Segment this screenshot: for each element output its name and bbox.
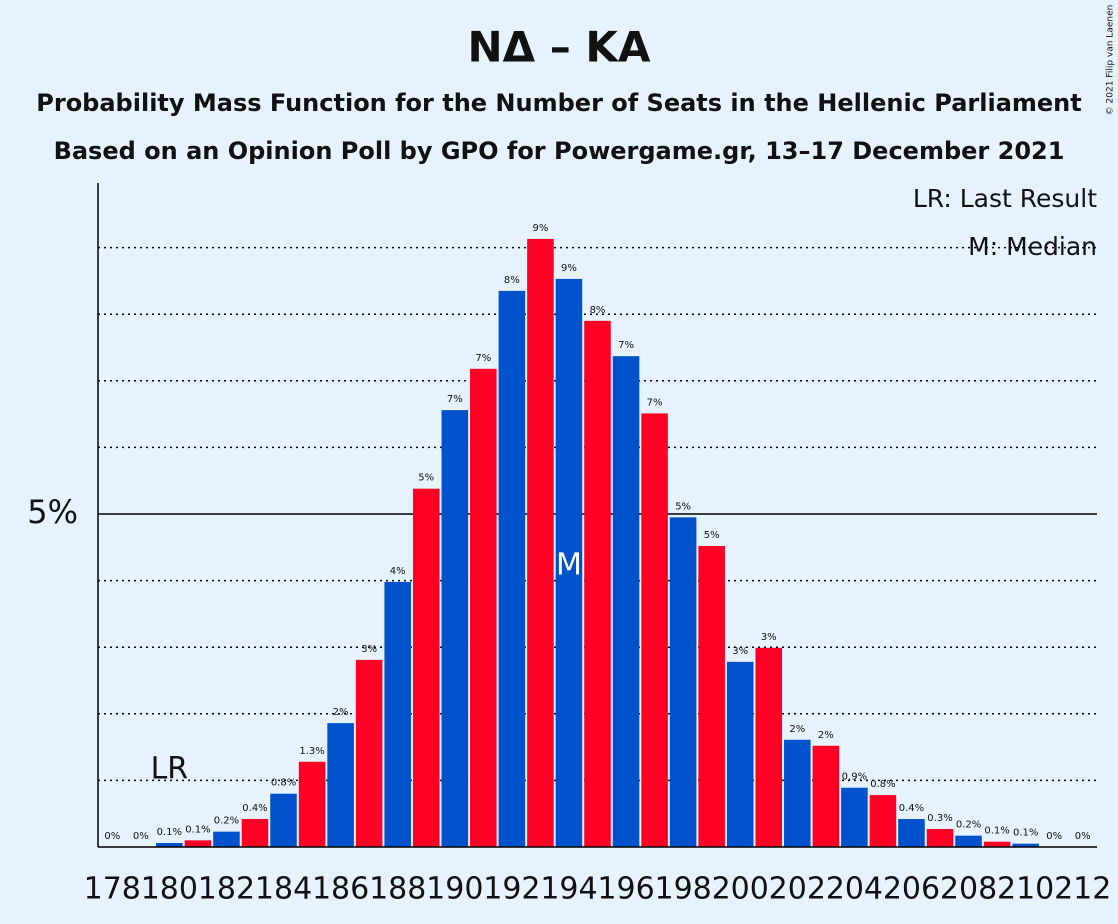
bar bbox=[641, 413, 668, 847]
value-label: 9% bbox=[561, 263, 577, 274]
legend-entry: LR: Last Result bbox=[913, 184, 1097, 213]
value-label: 2% bbox=[789, 724, 805, 735]
value-label: 0.1% bbox=[1013, 828, 1038, 839]
value-label: 3% bbox=[361, 644, 377, 655]
chart-title: NΔ – KA bbox=[468, 23, 651, 72]
value-label: 4% bbox=[390, 566, 406, 577]
median-label: M bbox=[556, 548, 582, 583]
value-label: 5% bbox=[418, 473, 434, 484]
x-tick-label: 202 bbox=[769, 872, 826, 907]
x-tick-label: 198 bbox=[654, 872, 711, 907]
x-tick-label: 194 bbox=[540, 872, 597, 907]
value-label: 2% bbox=[818, 730, 834, 741]
chart-subtitle: Based on an Opinion Poll by GPO for Powe… bbox=[54, 137, 1065, 165]
bar bbox=[1012, 843, 1039, 847]
bar bbox=[355, 659, 383, 847]
x-tick-label: 178 bbox=[84, 872, 141, 907]
value-label: 3% bbox=[732, 646, 748, 657]
value-label: 1.3% bbox=[299, 746, 324, 757]
bar bbox=[926, 829, 954, 847]
bar bbox=[441, 410, 469, 847]
last-result-label: LR bbox=[151, 752, 189, 787]
bar bbox=[412, 488, 440, 847]
bar bbox=[384, 581, 411, 847]
x-tick-label: 196 bbox=[597, 872, 654, 907]
x-tick-label: 200 bbox=[712, 872, 769, 907]
bar bbox=[213, 831, 240, 847]
value-label: 5% bbox=[675, 501, 691, 512]
value-label: 0.1% bbox=[157, 827, 182, 838]
bar bbox=[555, 278, 583, 848]
value-label: 8% bbox=[504, 275, 520, 286]
value-label: 0.2% bbox=[214, 816, 239, 827]
bar bbox=[241, 819, 269, 847]
bar bbox=[327, 723, 354, 847]
value-label: 7% bbox=[475, 353, 491, 364]
value-label: 0% bbox=[104, 831, 120, 842]
x-tick-label: 208 bbox=[940, 872, 997, 907]
value-label: 3% bbox=[761, 632, 777, 643]
bar bbox=[812, 745, 840, 847]
bar bbox=[184, 840, 212, 847]
bar bbox=[612, 356, 640, 847]
x-tick-label: 192 bbox=[483, 872, 540, 907]
bar bbox=[527, 238, 554, 847]
x-tick-label: 182 bbox=[198, 872, 255, 907]
x-tick-label: 186 bbox=[312, 872, 369, 907]
chart-subtitle: Probability Mass Function for the Number… bbox=[36, 89, 1081, 117]
bar bbox=[983, 841, 1011, 847]
bar bbox=[955, 835, 982, 847]
bar bbox=[498, 290, 526, 847]
value-label: 5% bbox=[704, 530, 720, 541]
value-label: 2% bbox=[333, 707, 349, 718]
value-label: 0.8% bbox=[271, 778, 296, 789]
bar bbox=[841, 787, 868, 847]
copyright: © 2021 Filip van Laenen bbox=[1106, 5, 1116, 116]
bar bbox=[755, 647, 783, 847]
bar bbox=[784, 739, 811, 847]
x-tick-label: 184 bbox=[255, 872, 312, 907]
value-label: 0.1% bbox=[185, 824, 210, 835]
legend-entry: M: Median bbox=[968, 232, 1097, 261]
value-label: 0.2% bbox=[956, 820, 981, 831]
bar bbox=[270, 793, 297, 847]
value-label: 0% bbox=[133, 831, 149, 842]
value-label: 7% bbox=[447, 394, 463, 405]
bar bbox=[584, 320, 611, 847]
bar bbox=[698, 545, 725, 847]
value-label: 7% bbox=[647, 397, 663, 408]
value-label: 0.9% bbox=[842, 772, 867, 783]
y-tick-label: 5% bbox=[27, 493, 78, 531]
x-tick-label: 190 bbox=[426, 872, 483, 907]
x-tick-label: 204 bbox=[826, 872, 883, 907]
x-tick-label: 180 bbox=[141, 872, 198, 907]
value-label: 9% bbox=[532, 223, 548, 234]
value-label: 7% bbox=[618, 340, 634, 351]
bar bbox=[156, 843, 183, 847]
bar bbox=[898, 819, 925, 847]
x-tick-label: 188 bbox=[369, 872, 426, 907]
bar bbox=[869, 795, 897, 847]
x-tick-label: 206 bbox=[883, 872, 940, 907]
bar bbox=[726, 661, 754, 847]
value-label: 0.4% bbox=[899, 803, 924, 814]
value-label: 0% bbox=[1046, 831, 1062, 842]
value-label: 0.4% bbox=[242, 803, 267, 814]
bar bbox=[470, 368, 497, 847]
value-label: 0.3% bbox=[927, 813, 952, 824]
value-label: 8% bbox=[590, 305, 606, 316]
value-label: 0% bbox=[1075, 831, 1091, 842]
bar bbox=[669, 517, 697, 847]
x-tick-label: 210 bbox=[997, 872, 1054, 907]
x-tick-label: 212 bbox=[1054, 872, 1111, 907]
value-label: 0.1% bbox=[984, 826, 1009, 837]
value-label: 0.8% bbox=[870, 779, 895, 790]
bar bbox=[298, 761, 326, 847]
